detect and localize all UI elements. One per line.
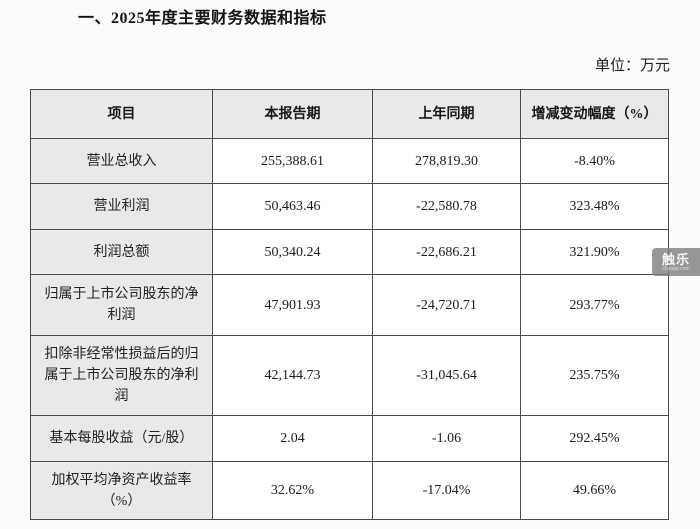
change-pct-value: 235.75% bbox=[520, 335, 669, 416]
change-pct-value: 292.45% bbox=[520, 415, 669, 462]
prior-period-value: -17.04% bbox=[372, 461, 521, 520]
current-period-value: 47,901.93 bbox=[212, 274, 373, 336]
change-pct-value: 49.66% bbox=[520, 461, 669, 520]
row-label: 扣除非经常性损益后的归属于上市公司股东的净利润 bbox=[30, 335, 213, 416]
prior-period-value: -22,580.78 bbox=[372, 183, 521, 230]
col-header-item: 项目 bbox=[30, 89, 213, 139]
current-period-value: 42,144.73 bbox=[212, 335, 373, 416]
prior-period-value: -24,720.71 bbox=[372, 274, 521, 336]
change-pct-value: 293.77% bbox=[520, 274, 669, 336]
watermark-badge: 触乐 chuapp.com bbox=[652, 248, 700, 276]
table-row-weighted-avg-roe: 加权平均净资产收益率（%） 32.62% -17.04% 49.66% bbox=[30, 461, 669, 520]
table-row-net-profit-excl-nonrecurring: 扣除非经常性损益后的归属于上市公司股东的净利润 42,144.73 -31,04… bbox=[30, 335, 669, 416]
table-row-total-profit: 利润总额 50,340.24 -22,686.21 321.90% bbox=[30, 229, 669, 275]
current-period-value: 2.04 bbox=[212, 415, 373, 462]
current-period-value: 32.62% bbox=[212, 461, 373, 520]
current-period-value: 50,463.46 bbox=[212, 183, 373, 230]
current-period-value: 50,340.24 bbox=[212, 229, 373, 275]
table-row-operating-profit: 营业利润 50,463.46 -22,580.78 323.48% bbox=[30, 183, 669, 230]
watermark-logo-text: 触乐 bbox=[661, 251, 690, 267]
col-header-change-pct: 增减变动幅度（%） bbox=[520, 89, 669, 139]
current-period-value: 255,388.61 bbox=[212, 138, 373, 184]
table-row-total-revenue: 营业总收入 255,388.61 278,819.30 -8.40% bbox=[30, 138, 669, 184]
row-label: 营业总收入 bbox=[30, 138, 213, 184]
table-header-row: 项目 本报告期 上年同期 增减变动幅度（%） bbox=[30, 89, 669, 139]
prior-period-value: -1.06 bbox=[372, 415, 521, 462]
row-label: 归属于上市公司股东的净利润 bbox=[30, 274, 213, 336]
row-label: 基本每股收益（元/股） bbox=[30, 415, 213, 462]
row-label: 利润总额 bbox=[30, 229, 213, 275]
financial-data-table: 项目 本报告期 上年同期 增减变动幅度（%） 营业总收入 255,388.61 … bbox=[30, 89, 669, 520]
section-title: 一、2025年度主要财务数据和指标 bbox=[78, 10, 327, 27]
change-pct-value: 323.48% bbox=[520, 183, 669, 230]
table-row-net-profit-shareholders: 归属于上市公司股东的净利润 47,901.93 -24,720.71 293.7… bbox=[30, 274, 669, 336]
table-row-basic-eps: 基本每股收益（元/股） 2.04 -1.06 292.45% bbox=[30, 415, 669, 462]
prior-period-value: -31,045.64 bbox=[372, 335, 521, 416]
row-label: 加权平均净资产收益率（%） bbox=[30, 461, 213, 520]
change-pct-value: -8.40% bbox=[520, 138, 669, 184]
prior-period-value: -22,686.21 bbox=[372, 229, 521, 275]
col-header-current-period: 本报告期 bbox=[212, 89, 373, 139]
col-header-prior-period: 上年同期 bbox=[372, 89, 521, 139]
watermark-site-text: chuapp.com bbox=[662, 265, 690, 272]
change-pct-value: 321.90% bbox=[520, 229, 669, 275]
row-label: 营业利润 bbox=[30, 183, 213, 230]
prior-period-value: 278,819.30 bbox=[372, 138, 521, 184]
unit-label: 单位：万元 bbox=[594, 58, 670, 74]
